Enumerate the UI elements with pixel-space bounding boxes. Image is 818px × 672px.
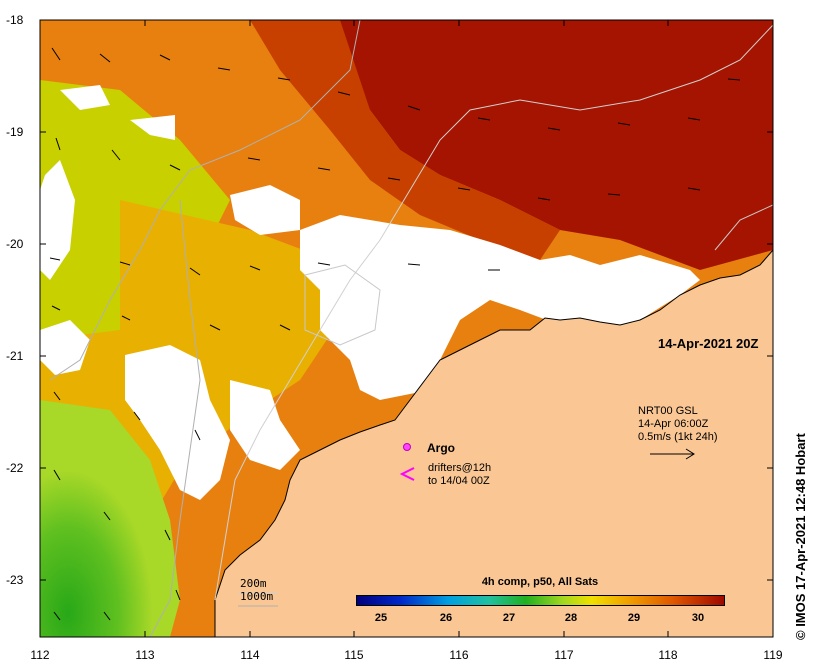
colorbar-tick: 27 [502,612,516,624]
cloud-mask-6 [125,345,230,500]
current-vectors [49,47,741,621]
drifter-symbol [399,467,415,481]
land-mass [215,250,773,637]
lat-tick-label: -22 [6,461,24,475]
lat-tick-label: -19 [6,125,24,139]
cloud-mask-2 [130,115,175,140]
map-frame [39,19,774,638]
bathymetry-ring [304,264,381,346]
vector-legend-line1: NRT00 GSL [638,405,698,417]
colorbar-title: 4h comp, p50, All Sats [481,576,599,588]
bathymetry-200m [214,24,773,601]
lat-tick-label: -20 [6,237,24,251]
colorbar-tick: 26 [439,612,453,624]
vector-legend: NRT00 GSL 14-Apr 06:00Z 0.5m/s (1kt 24h) [638,405,717,444]
argo-marker-icon [403,443,411,451]
depth-legend-200m: 200m [240,577,267,590]
coastline [214,249,773,637]
colorbar-tick: 30 [691,612,705,624]
colorbar-tick: 29 [627,612,641,624]
argo-label: Argo [427,441,455,455]
lat-tick-label: -21 [6,349,24,363]
vector-legend-arrow-icon [650,448,695,460]
lon-tick-label: 113 [135,648,155,662]
sst-cold-region [40,400,180,637]
axis-ticks [40,19,773,637]
cloud-mask-5 [300,215,700,400]
lon-tick-label: 119 [763,648,783,662]
cloud-mask-4 [230,185,300,235]
drifter-legend-line2: to 14/04 00Z [428,475,490,487]
lon-tick-label: 116 [449,648,469,662]
colorbar [356,595,725,606]
lon-tick-label: 117 [554,648,574,662]
lon-tick-label: 114 [240,648,260,662]
colorbar-tick: 25 [374,612,388,624]
lat-tick-label: -23 [6,573,24,587]
vector-legend-line3: 0.5m/s (1kt 24h) [638,431,718,443]
vector-legend-line2: 14-Apr 06:00Z [638,418,709,430]
sst-warm-band [250,20,560,260]
cloud-mask-7 [230,380,300,470]
sst-hot-region [330,20,773,270]
lon-tick-label: 118 [658,648,678,662]
lon-tick-label: 112 [30,648,50,662]
cloud-mask-3 [40,160,75,280]
colorbar-tick: 28 [564,612,578,624]
date-label: 14-Apr-2021 20Z [658,336,759,351]
depth-legend: 200m 1000m [240,577,273,603]
drifter-legend: drifters@12h to 14/04 00Z [428,462,491,488]
drifter-legend-line1: drifters@12h [428,462,492,474]
bathymetry-1000m [49,20,361,637]
lon-tick-label: 115 [344,648,364,662]
bathymetry-east [714,204,773,251]
lat-tick-label: -18 [6,13,24,27]
imos-credit: © IMOS 17-Apr-2021 12:48 Hobart [793,433,808,640]
cloud-mask-1 [60,85,110,110]
depth-legend-1000m: 1000m [240,590,274,603]
